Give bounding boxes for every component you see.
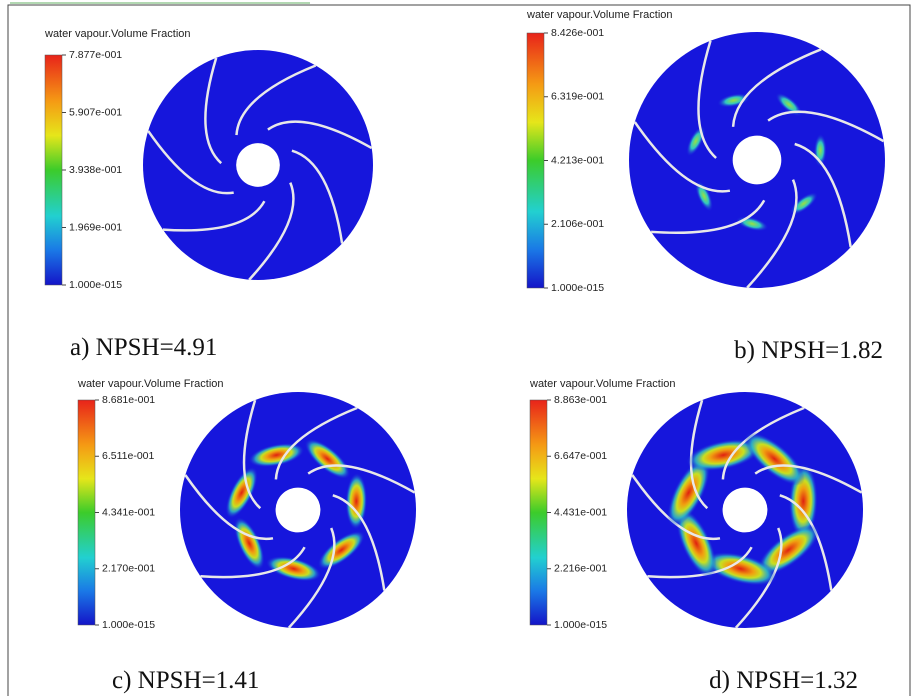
blade <box>633 121 731 193</box>
colorbar-label: 6.511e-001 <box>102 450 155 462</box>
colorbar-label: 6.319e-001 <box>551 91 604 103</box>
cavitation-region <box>304 438 351 479</box>
panel: water vapour.Volume Fraction 8.681e-001 6.… <box>77 378 416 694</box>
cavitation-region <box>686 439 761 472</box>
colorbar-label: 4.213e-001 <box>551 154 604 166</box>
blade <box>767 110 885 143</box>
blade <box>147 130 234 195</box>
legend-title: water vapour.Volume Fraction <box>77 378 224 390</box>
blade <box>162 200 266 232</box>
legend-title: water vapour.Volume Fraction <box>529 378 676 390</box>
colorbar-label: 8.681e-001 <box>102 394 155 406</box>
blade <box>651 199 766 235</box>
panel: water vapour.Volume Fraction 7.877e-001 5.… <box>44 28 373 361</box>
blade <box>242 399 262 510</box>
colorbar-label: 1.000e-015 <box>554 619 607 631</box>
blade <box>274 406 358 480</box>
colorbar-label: 1.000e-015 <box>551 282 604 294</box>
blade <box>287 527 336 629</box>
colorbar-label: 2.216e-001 <box>554 563 607 575</box>
blade <box>204 57 223 165</box>
colorbar-label: 2.106e-001 <box>551 218 604 230</box>
blade <box>291 149 344 244</box>
cavitation-region <box>757 524 820 576</box>
cavitation-region <box>675 508 717 579</box>
blade <box>248 182 295 281</box>
blade <box>307 464 416 494</box>
cavitation-region <box>266 556 322 582</box>
cavitation-region <box>790 192 818 215</box>
blade <box>267 120 373 150</box>
blade <box>794 142 852 248</box>
legend-title: water vapour.Volume Fraction <box>44 28 191 40</box>
colorbar <box>77 399 96 626</box>
cavitation-region <box>317 530 365 570</box>
blade <box>697 40 717 159</box>
cavitation-region <box>695 180 714 212</box>
cavitation-region <box>667 458 711 527</box>
blade <box>200 546 306 579</box>
panel: water vapour.Volume Fraction 8.863e-001 6.… <box>529 378 863 694</box>
cavitation-region <box>744 432 805 486</box>
colorbar-label: 2.170e-001 <box>102 563 155 575</box>
colorbar-label: 8.426e-001 <box>551 27 604 39</box>
blade <box>754 464 863 494</box>
cavitation-region <box>345 472 368 530</box>
colorbar-label: 1.000e-015 <box>69 279 122 291</box>
blade <box>184 474 274 541</box>
colorbar-label: 8.863e-001 <box>554 394 607 406</box>
figure-border <box>7 4 911 696</box>
caption: c) NPSH=1.41 <box>112 667 259 694</box>
colorbar <box>44 54 63 286</box>
colorbar-label: 5.907e-001 <box>69 106 122 118</box>
hub <box>722 487 768 533</box>
hub <box>236 143 280 187</box>
legend-title: water vapour.Volume Fraction <box>526 9 673 21</box>
cavitation-region <box>225 466 258 519</box>
colorbar-label: 7.877e-001 <box>69 49 122 61</box>
colorbar <box>529 399 548 626</box>
blade <box>235 64 317 136</box>
colorbar <box>526 32 545 289</box>
blade <box>731 48 822 127</box>
colorbar-label: 4.341e-001 <box>102 506 155 518</box>
colorbar-label: 3.938e-001 <box>69 164 122 176</box>
colorbar-label: 4.431e-001 <box>554 506 607 518</box>
colorbar-label: 6.647e-001 <box>554 450 607 462</box>
caption: a) NPSH=4.91 <box>70 334 217 361</box>
cavitation-region <box>234 517 265 570</box>
cavitation-region <box>703 552 778 586</box>
colorbar-label: 1.969e-001 <box>69 221 122 233</box>
hub <box>275 487 321 533</box>
blade <box>332 494 386 591</box>
panel: water vapour.Volume Fraction 8.426e-001 6.… <box>526 9 885 364</box>
blade <box>746 179 798 289</box>
colorbar-label: 1.000e-015 <box>102 619 155 631</box>
cavitation-region <box>775 92 803 117</box>
hub <box>732 135 782 185</box>
caption: b) NPSH=1.82 <box>734 337 883 364</box>
caption: d) NPSH=1.32 <box>709 667 858 694</box>
